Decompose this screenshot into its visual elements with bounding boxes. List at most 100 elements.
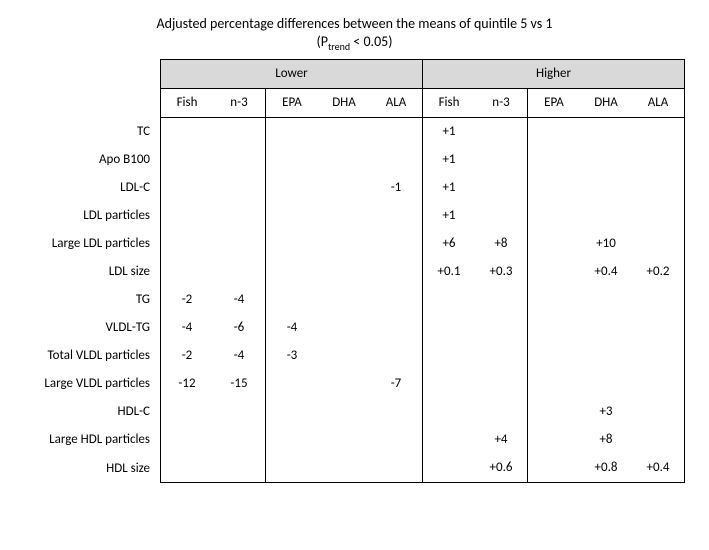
row-label: Total VLDL particles: [10, 342, 161, 370]
row-label: TG: [10, 286, 161, 314]
cell: [266, 398, 319, 426]
cell: -3: [266, 342, 319, 370]
cell: [632, 342, 685, 370]
table-row: LDL-C -1+1: [10, 174, 685, 202]
cell: [370, 230, 423, 258]
table-row: VLDL-TG-4-6-4: [10, 314, 685, 342]
cell: [423, 398, 476, 426]
group-higher: Higher: [423, 59, 685, 88]
row-label: LDL size: [10, 258, 161, 286]
cell: [475, 174, 528, 202]
table-row: HDL-C+3: [10, 398, 685, 426]
table-row: Large LDL particles+6+8+10: [10, 230, 685, 258]
row-label: LDL particles: [10, 202, 161, 230]
row-label: LDL-C: [10, 174, 161, 202]
col-lower-3: DHA: [318, 88, 370, 117]
cell: [161, 146, 214, 174]
cell: [528, 258, 581, 286]
cell: [423, 342, 476, 370]
column-header-row: Fish n-3 EPA DHA ALA Fish n-3 EPA DHA AL…: [10, 88, 685, 117]
cell: [475, 286, 528, 314]
table-row: LDL particles +1: [10, 202, 685, 230]
cell: +4: [475, 426, 528, 454]
cell: [580, 314, 632, 342]
col-higher-1: n-3: [475, 88, 528, 117]
cell: [318, 370, 370, 398]
cell: [266, 202, 319, 230]
cell: [370, 258, 423, 286]
cell: [266, 286, 319, 314]
cell: [213, 454, 266, 483]
cell: [370, 146, 423, 174]
cell: +1: [423, 146, 476, 174]
table-row: TC +1: [10, 117, 685, 146]
cell: +1: [423, 202, 476, 230]
cell: [632, 174, 685, 202]
cell: [213, 426, 266, 454]
cell: [632, 117, 685, 146]
cell: [318, 342, 370, 370]
cell: [528, 174, 581, 202]
cell: +0.8: [580, 454, 632, 483]
cell: +3: [580, 398, 632, 426]
row-label: Large HDL particles: [10, 426, 161, 454]
cell: [213, 202, 266, 230]
row-label: TC: [10, 117, 161, 146]
cell: [370, 454, 423, 483]
cell: [580, 174, 632, 202]
cell: [632, 314, 685, 342]
cell: [528, 370, 581, 398]
group-header-row: LowerHigher: [10, 59, 685, 88]
cell: [528, 454, 581, 483]
cell: -6: [213, 314, 266, 342]
cell: [161, 117, 214, 146]
cell: [580, 342, 632, 370]
cell: +0.4: [580, 258, 632, 286]
cell: +0.6: [475, 454, 528, 483]
cell: [528, 426, 581, 454]
cell: [475, 314, 528, 342]
table-row: Apo B100 +1: [10, 146, 685, 174]
cell: [370, 342, 423, 370]
cell: +1: [423, 174, 476, 202]
row-label: VLDL-TG: [10, 314, 161, 342]
cell: -4: [161, 314, 214, 342]
col-higher-4: ALA: [632, 88, 685, 117]
cell: [423, 454, 476, 483]
cell: [423, 286, 476, 314]
cell: [528, 342, 581, 370]
cell: +1: [423, 117, 476, 146]
cell: -1: [370, 174, 423, 202]
cell: [266, 370, 319, 398]
cell: [318, 202, 370, 230]
cell: [213, 117, 266, 146]
cell: [632, 202, 685, 230]
cell: [423, 370, 476, 398]
cell: [475, 146, 528, 174]
col-lower-2: EPA: [266, 88, 319, 117]
cell: [632, 230, 685, 258]
cell: [318, 258, 370, 286]
col-lower-0: Fish: [161, 88, 214, 117]
cell: -2: [161, 342, 214, 370]
cell: [475, 370, 528, 398]
cell: [161, 174, 214, 202]
cell: +0.2: [632, 258, 685, 286]
cell: -15: [213, 370, 266, 398]
cell: +0.4: [632, 454, 685, 483]
cell: [161, 454, 214, 483]
cell: [580, 286, 632, 314]
cell: [370, 286, 423, 314]
cell: -2: [161, 286, 214, 314]
cell: +0.3: [475, 258, 528, 286]
cell: [318, 398, 370, 426]
cell: [213, 258, 266, 286]
cell: [475, 398, 528, 426]
cell: -4: [266, 314, 319, 342]
cell: [370, 398, 423, 426]
cell: [266, 146, 319, 174]
row-label: Large LDL particles: [10, 230, 161, 258]
row-label: Apo B100: [10, 146, 161, 174]
cell: [161, 426, 214, 454]
cell: -4: [213, 342, 266, 370]
